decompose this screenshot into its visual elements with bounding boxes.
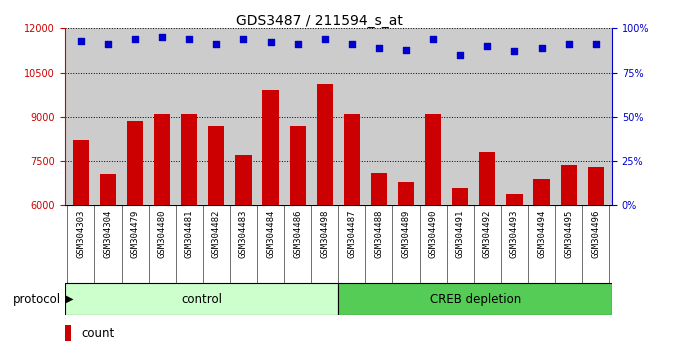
Point — [103, 41, 114, 47]
Text: GSM304489: GSM304489 — [402, 209, 411, 258]
Text: GSM304483: GSM304483 — [239, 209, 248, 258]
Text: GSM304303: GSM304303 — [76, 209, 86, 258]
Text: GSM304479: GSM304479 — [131, 209, 139, 258]
Point — [509, 48, 520, 54]
Bar — [154, 114, 170, 354]
Text: GSM304304: GSM304304 — [103, 209, 112, 258]
Bar — [338, 283, 612, 315]
Bar — [371, 173, 387, 354]
Point — [156, 34, 167, 40]
Point — [75, 38, 86, 44]
Bar — [100, 175, 116, 354]
Point — [346, 41, 357, 47]
Text: GSM304490: GSM304490 — [428, 209, 438, 258]
Text: control: control — [181, 293, 222, 306]
Point — [455, 52, 466, 58]
Bar — [208, 126, 224, 354]
Bar — [398, 182, 414, 354]
Point — [130, 36, 141, 42]
Text: GSM304480: GSM304480 — [158, 209, 167, 258]
Bar — [452, 188, 469, 354]
Bar — [317, 84, 333, 354]
Point — [265, 40, 276, 45]
Bar — [507, 194, 522, 354]
Point — [563, 41, 574, 47]
Point — [320, 36, 330, 42]
Text: ▶: ▶ — [66, 294, 73, 304]
Bar — [127, 121, 143, 354]
Text: GSM304484: GSM304484 — [266, 209, 275, 258]
Text: GSM304494: GSM304494 — [537, 209, 546, 258]
Bar — [343, 114, 360, 354]
Text: GSM304492: GSM304492 — [483, 209, 492, 258]
Bar — [235, 155, 252, 354]
Text: GSM304495: GSM304495 — [564, 209, 573, 258]
Text: protocol: protocol — [13, 293, 61, 306]
Point — [238, 36, 249, 42]
Text: CREB depletion: CREB depletion — [430, 293, 521, 306]
Text: GSM304481: GSM304481 — [185, 209, 194, 258]
Point — [590, 41, 601, 47]
Point — [428, 36, 439, 42]
Bar — [290, 126, 306, 354]
Bar — [479, 152, 496, 354]
Text: GSM304491: GSM304491 — [456, 209, 464, 258]
Bar — [262, 90, 279, 354]
Text: GSM304487: GSM304487 — [347, 209, 356, 258]
Bar — [588, 167, 604, 354]
Text: GDS3487 / 211594_s_at: GDS3487 / 211594_s_at — [236, 14, 403, 28]
Bar — [560, 166, 577, 354]
Text: count: count — [81, 326, 114, 339]
Point — [184, 36, 194, 42]
Text: GSM304493: GSM304493 — [510, 209, 519, 258]
Bar — [425, 114, 441, 354]
Point — [482, 43, 493, 49]
Bar — [65, 325, 71, 342]
Bar — [65, 283, 338, 315]
Text: GSM304486: GSM304486 — [293, 209, 302, 258]
Text: GSM304498: GSM304498 — [320, 209, 329, 258]
Bar — [73, 141, 89, 354]
Point — [292, 41, 303, 47]
Point — [211, 41, 222, 47]
Point — [373, 45, 384, 51]
Point — [536, 45, 547, 51]
Point — [401, 47, 411, 52]
Text: GSM304496: GSM304496 — [591, 209, 600, 258]
Text: GSM304482: GSM304482 — [212, 209, 221, 258]
Text: GSM304488: GSM304488 — [375, 209, 384, 258]
Bar — [181, 114, 197, 354]
Bar — [533, 179, 549, 354]
